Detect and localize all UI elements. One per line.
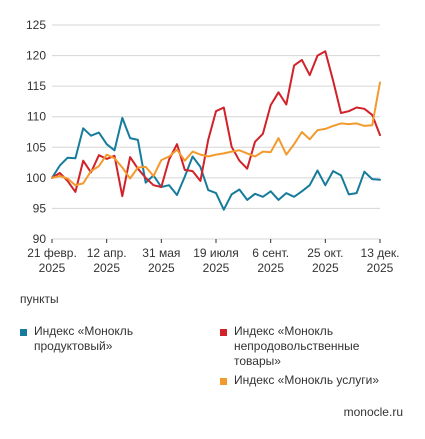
source-credit: monocle.ru <box>343 405 403 419</box>
grid <box>52 24 380 240</box>
y-axis-ticks: 90 95 100 105 110 115 120 125 <box>26 18 46 246</box>
unit-label: пункты <box>20 292 59 306</box>
x-tick-label: 31 мая <box>142 246 180 260</box>
x-tick-label: 6 сент. <box>252 246 289 260</box>
x-tick-label: 19 июля <box>193 246 239 260</box>
x-tick-label-year: 2025 <box>367 261 394 275</box>
x-tick-label-year: 2025 <box>39 261 66 275</box>
legend-item-grocery: Индекс «Монокль продуктовый» <box>34 324 134 353</box>
y-tick-label: 105 <box>26 140 46 154</box>
series-line-nonfood <box>51 50 381 198</box>
x-tick-label-year: 2025 <box>148 261 175 275</box>
x-tick-label-year: 2025 <box>93 261 120 275</box>
y-tick-label: 115 <box>27 79 46 93</box>
y-tick-label: 100 <box>26 171 46 185</box>
legend-swatch-grocery <box>20 329 27 336</box>
y-tick-label: 120 <box>26 49 46 63</box>
legend-item-services: Индекс «Монокль услуги» <box>234 373 380 387</box>
x-tick-label: 12 апр. <box>87 246 127 260</box>
legend-swatch-nonfood <box>220 329 227 336</box>
x-tick-label: 21 февр. <box>27 246 77 260</box>
legend-swatch-services <box>220 378 227 385</box>
y-tick-label: 95 <box>33 201 47 215</box>
series-line-grocery <box>51 116 381 211</box>
y-tick-label: 110 <box>27 110 46 124</box>
x-tick-label: 25 окт. <box>307 246 343 260</box>
x-tick-label: 13 дек. <box>361 246 400 260</box>
series-line-services <box>51 81 381 187</box>
legend-item-nonfood: Индекс «Монокль непродовольственные това… <box>234 324 360 368</box>
y-tick-label: 125 <box>26 18 46 32</box>
x-tick-label-year: 2025 <box>203 261 230 275</box>
x-tick-label-year: 2025 <box>312 261 339 275</box>
y-tick-label: 90 <box>33 232 47 246</box>
x-tick-label-year: 2025 <box>257 261 284 275</box>
series-lines <box>51 50 381 211</box>
